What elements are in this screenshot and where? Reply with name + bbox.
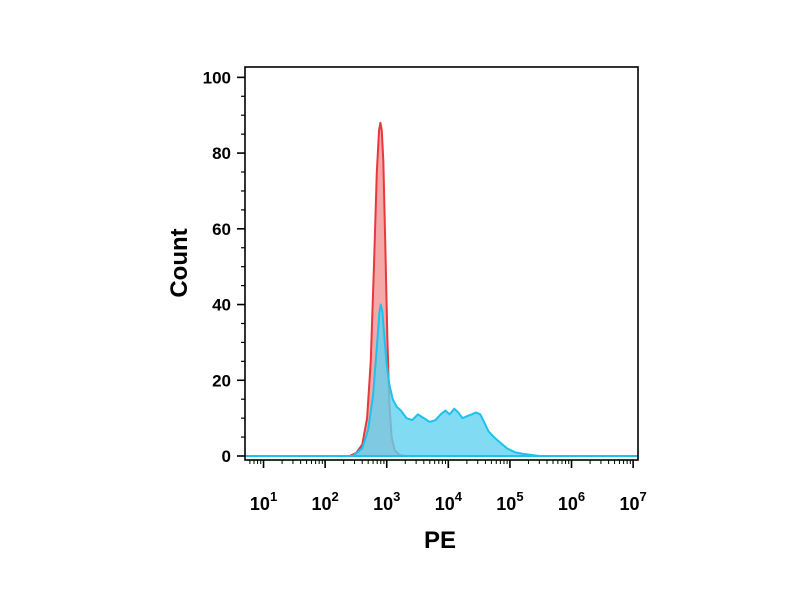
x-tick-label: 103 [373,489,400,514]
x-tick-exponent: 3 [393,489,400,504]
x-tick-base: 10 [496,494,516,514]
x-tick-exponent: 4 [455,489,463,504]
x-tick-exponent: 1 [270,489,277,504]
x-tick-label: 105 [496,489,523,514]
x-tick-base: 10 [435,494,455,514]
x-tick-label: 101 [250,489,277,514]
y-axis-title: Count [166,228,193,297]
x-tick-label: 107 [619,489,646,514]
x-tick-exponent: 6 [578,489,585,504]
x-tick-exponent: 5 [516,489,523,504]
y-tick-label: 80 [212,144,231,163]
y-tick-label: 40 [212,296,231,315]
histogram-series-2 [245,303,638,457]
x-tick-label: 102 [312,489,339,514]
y-tick-label: 60 [212,220,231,239]
x-tick-label: 104 [435,489,463,514]
plot-frame [244,66,639,461]
y-tick-label: 100 [203,68,231,87]
x-tick-exponent: 2 [332,489,339,504]
x-tick-label: 106 [558,489,585,514]
x-tick-base: 10 [619,494,639,514]
y-tick-label: 20 [212,371,231,390]
x-tick-base: 10 [250,494,270,514]
histogram-series-1 [245,121,638,457]
x-tick-base: 10 [558,494,578,514]
y-tick-label: 0 [222,447,231,466]
x-tick-base: 10 [312,494,332,514]
x-axis-title: PE [424,527,456,554]
x-tick-base: 10 [373,494,393,514]
y-axis: 0 20 40 60 80 100 [203,68,245,466]
x-axis: 101 102 103 104 105 106 107 [249,460,647,514]
x-tick-exponent: 7 [640,489,647,504]
series-layer [245,121,638,457]
